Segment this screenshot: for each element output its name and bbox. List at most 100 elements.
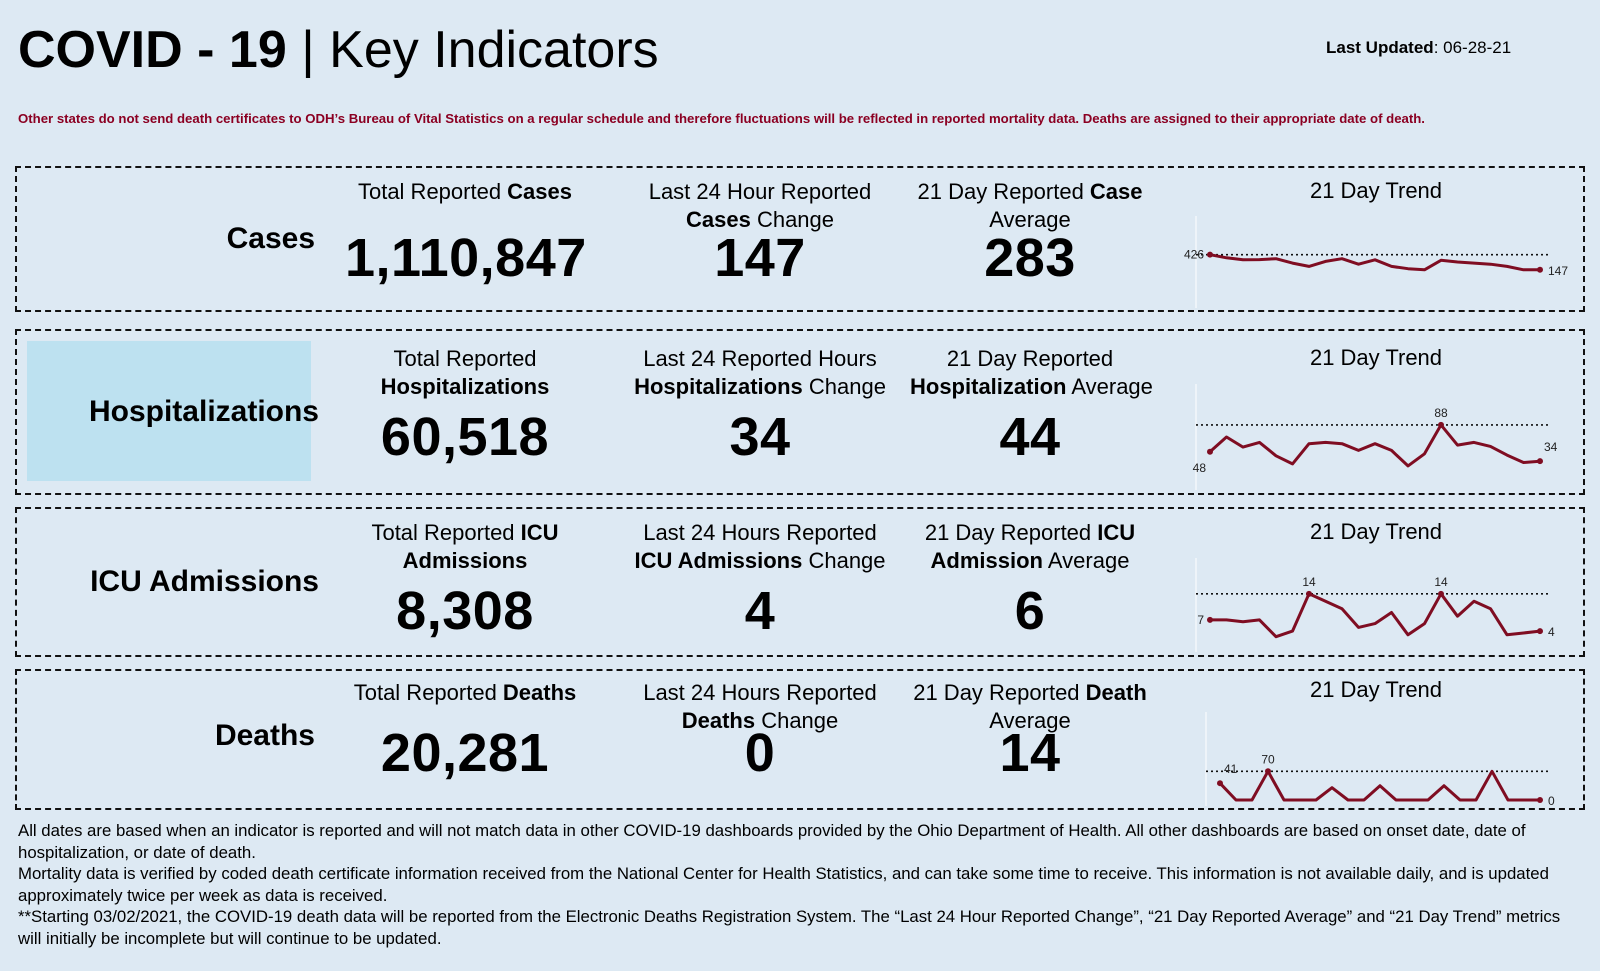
- metric-label: Last 24 Hours Reported ICU Admissions Cha…: [615, 519, 905, 574]
- title-bold: COVID - 19: [18, 21, 287, 79]
- metric-label-part: Case: [1089, 179, 1143, 204]
- metric-label-part: Last 24 Hour Reported: [648, 179, 872, 204]
- trend-point: [1217, 780, 1223, 787]
- trend-data-label: 70: [1261, 752, 1275, 766]
- trend-title: 21 Day Trend: [1309, 345, 1443, 370]
- metric-card: Total Reported ICU Admissions 8,308: [345, 519, 585, 641]
- trend-title: 21 Day Trend: [1309, 178, 1443, 203]
- trend-title: 21 Day Trend: [1309, 677, 1443, 702]
- trend-sparkline: 426 147: [1184, 216, 1568, 308]
- metric-label-part: Total Reported: [357, 179, 508, 204]
- trend-point: [1438, 590, 1444, 597]
- trend-point: [1537, 628, 1543, 635]
- metric-card: Total Reported Hospitalizations 60,518: [345, 345, 585, 467]
- trend-point: [1207, 616, 1213, 623]
- trend-point: [1438, 421, 1444, 428]
- metric-value: 147: [714, 228, 806, 288]
- metric-label-part: Last 24 Reported Hours: [643, 346, 877, 371]
- metric-label-part: Death: [1085, 680, 1147, 705]
- section-cases: Cases Total Reported Cases 1,110,847 Last 2…: [15, 166, 1585, 312]
- trend-title: 21 Day Trend: [1309, 519, 1443, 544]
- metric-label-part: Last 24 Hours Reported: [643, 680, 877, 705]
- metric-label: Last 24 Hour Reported Cases Change: [615, 178, 905, 233]
- metric-label-part: ICU Admissions: [634, 547, 803, 573]
- trend-data-label: 14: [1434, 575, 1448, 589]
- metric-card: 21 Day Reported Hospitalization Average 44: [910, 345, 1153, 467]
- trend-data-label: 147: [1548, 264, 1568, 278]
- metric-label-part: 21 Day Reported: [924, 520, 1098, 545]
- trend-data-label: 426: [1184, 248, 1204, 262]
- trend-point: [1306, 590, 1312, 597]
- mortality-warning: Other states do not send death certifica…: [18, 111, 1425, 126]
- trend-line: [1210, 592, 1541, 639]
- metric-card: Last 24 Hour Reported Cases Change 147: [615, 178, 905, 288]
- metric-label: Last 24 Hours Reported Deaths Change: [615, 679, 905, 734]
- trend-data-label: 14: [1302, 575, 1316, 589]
- metric-label-part: Total Reported: [371, 520, 521, 545]
- metric-label-part: Hospitalization: [910, 373, 1067, 399]
- metric-card: Last 24 Reported Hours Hospitalizations C…: [615, 345, 905, 467]
- metric-label: 21 Day Reported ICU Admission Average: [910, 519, 1150, 574]
- row-label-highlight: [27, 341, 311, 481]
- footer-note: Mortality data is verified by coded deat…: [18, 864, 1549, 905]
- trend-sparkline: 7 14 14 4: [1195, 558, 1555, 652]
- metric-label-part: Hospitalizations: [634, 373, 803, 399]
- metric-label: 21 Day Reported Hospitalization Average: [910, 345, 1153, 400]
- trend-data-label: 88: [1434, 406, 1448, 420]
- trend-point: [1207, 251, 1213, 258]
- title-separator: |: [301, 21, 315, 79]
- metric-label-part: ICU: [1097, 520, 1136, 545]
- metric-card: Total Reported Deaths 20,281: [345, 679, 585, 783]
- metric-value: 8,308: [396, 581, 534, 641]
- metric-value: 44: [999, 407, 1061, 467]
- section-icu-admissions: ICU Admissions Total Reported ICU Admissio…: [15, 507, 1585, 657]
- metric-card: 21 Day Reported ICU Admission Average 6: [910, 519, 1150, 641]
- metric-card: 21 Day Reported Case Average 283: [910, 178, 1150, 288]
- row-label: Cases: [226, 222, 315, 255]
- trend-point: [1537, 797, 1543, 803]
- metric-value: 4: [744, 581, 776, 641]
- metric-card: Total Reported Cases 1,110,847: [345, 178, 586, 288]
- metric-label-part: Average: [989, 707, 1071, 733]
- metric-label-part: Hospitalizations: [380, 373, 550, 399]
- last-updated-value: : 06-28-21: [1433, 38, 1512, 57]
- metric-label-part: Cases: [685, 206, 751, 232]
- metric-label-part: Cases: [507, 179, 573, 204]
- metric-label: Total Reported Cases: [345, 178, 585, 206]
- trend-sparkline: 48 88 34: [1193, 384, 1558, 490]
- metric-label-part: Total Reported: [353, 680, 503, 705]
- row-label: Deaths: [214, 719, 315, 752]
- metric-label-part: Change: [755, 707, 839, 733]
- metric-label-part: Deaths: [681, 707, 756, 733]
- trend-line: [1208, 423, 1541, 468]
- metric-value: 283: [984, 228, 1076, 288]
- metric-card: Last 24 Hours Reported ICU Admissions Cha…: [615, 519, 905, 641]
- metric-value: 0: [744, 723, 776, 783]
- metric-value: 14: [999, 723, 1061, 783]
- trend-data-label: 0: [1548, 794, 1555, 808]
- metric-label: 21 Day Reported Case Average: [910, 178, 1150, 233]
- metric-label: Total Reported Hospitalizations: [345, 345, 585, 400]
- metric-value: 34: [729, 407, 791, 467]
- trend-sparkline: 41 70 0: [1205, 712, 1555, 808]
- metric-card: 21 Day Reported Death Average 14: [910, 679, 1150, 783]
- page-title: COVID - 19 | Key Indicators: [18, 18, 659, 82]
- metric-label-part: Change: [802, 547, 886, 573]
- section-deaths: Deaths Total Reported Deaths 20,281 Last 24…: [15, 669, 1585, 810]
- row-label: Hospitalizations: [88, 395, 319, 428]
- last-updated-label: Last Updated: [1326, 38, 1434, 57]
- metric-label-part: Admission: [930, 547, 1043, 573]
- trend-data-label: 4: [1548, 625, 1555, 639]
- trend-point: [1265, 768, 1271, 775]
- metric-label-part: Change: [802, 373, 886, 399]
- metric-label-part: Admissions: [402, 547, 528, 573]
- metric-value: 60,518: [380, 407, 550, 467]
- footer-notes: All dates are based when an indicator is…: [18, 820, 1588, 950]
- trend-data-label: 41: [1224, 762, 1238, 776]
- last-updated: Last Updated: 06-28-21: [1326, 38, 1511, 58]
- trend-data-label: 34: [1544, 440, 1558, 454]
- metric-label-part: Change: [750, 206, 835, 232]
- metric-label-part: Average: [1066, 373, 1153, 399]
- metric-card: Last 24 Hours Reported Deaths Change 0: [615, 679, 905, 783]
- metric-label-part: 21 Day Reported: [946, 346, 1114, 371]
